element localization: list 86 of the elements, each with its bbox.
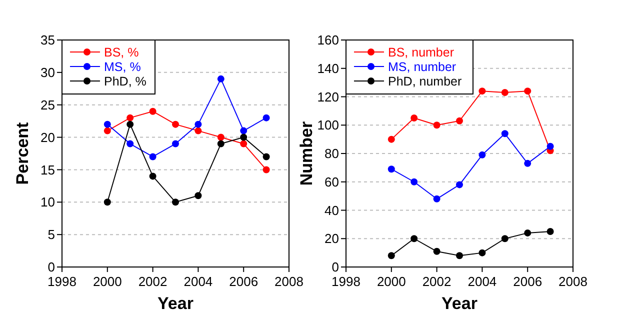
y-axis-title: Percent <box>13 122 32 185</box>
y-tick-label: 40 <box>324 202 339 218</box>
x-tick-label: 1998 <box>48 274 76 289</box>
point <box>172 120 179 128</box>
point <box>262 153 270 160</box>
legend-label: MS, number <box>388 60 456 74</box>
point <box>501 235 508 242</box>
point <box>262 114 270 122</box>
x-axis-title: Year <box>158 294 194 313</box>
y-tick-label: 140 <box>317 60 339 76</box>
x-tick-label: 2004 <box>468 274 497 289</box>
point <box>410 114 418 122</box>
point <box>194 127 202 134</box>
y-tick-label: 10 <box>40 194 55 210</box>
x-tick-label: 2000 <box>376 274 406 289</box>
point <box>478 88 486 95</box>
point <box>217 134 224 141</box>
x-axis-title: Year <box>442 294 478 313</box>
point <box>262 166 270 174</box>
point <box>217 75 224 82</box>
point <box>501 88 508 96</box>
point <box>478 151 486 158</box>
point <box>410 235 418 242</box>
point <box>478 249 486 256</box>
point <box>410 178 418 186</box>
y-tick-label: 20 <box>40 130 55 145</box>
y-tick-label: 80 <box>324 146 339 162</box>
y-tick-label: 15 <box>40 162 55 178</box>
point <box>388 252 395 260</box>
point <box>546 228 554 236</box>
x-tick-label: 2004 <box>184 274 213 289</box>
point <box>217 140 224 148</box>
point <box>172 198 179 206</box>
point <box>433 122 440 129</box>
legend-label: PhD, % <box>104 74 146 88</box>
point <box>172 140 179 148</box>
y-tick-label: 60 <box>324 174 339 190</box>
point <box>126 114 134 122</box>
point <box>104 127 111 134</box>
y-tick-label: 25 <box>40 97 55 112</box>
point <box>524 160 532 167</box>
point <box>149 108 156 115</box>
x-tick-label: 2008 <box>274 274 304 289</box>
point <box>104 198 111 206</box>
legend-label: BS, number <box>388 46 454 60</box>
point <box>240 134 248 141</box>
x-tick-label: 2008 <box>558 274 588 289</box>
point <box>524 229 532 236</box>
y-tick-label: 5 <box>48 227 55 242</box>
x-tick-label: 2006 <box>229 274 258 289</box>
y-tick-label: 120 <box>317 89 339 104</box>
point <box>149 153 156 160</box>
point <box>388 166 395 173</box>
point <box>456 252 463 260</box>
y-axis-title: Number <box>297 121 316 186</box>
x-tick-label: 2002 <box>138 274 168 289</box>
point <box>433 195 440 202</box>
x-tick-label: 2002 <box>422 274 452 289</box>
x-tick-label: 1998 <box>332 274 360 289</box>
x-tick-label: 2000 <box>92 274 122 289</box>
point <box>388 136 395 143</box>
y-tick-label: 160 <box>317 32 339 48</box>
point <box>456 181 463 188</box>
point <box>104 120 111 128</box>
point <box>433 248 440 255</box>
x-tick-label: 2006 <box>513 274 542 289</box>
point <box>501 130 508 138</box>
legend-label: PhD, number <box>388 74 462 88</box>
y-tick-label: 0 <box>48 260 55 275</box>
y-tick-label: 0 <box>332 260 339 275</box>
legend-label: BS, % <box>104 46 139 60</box>
legend-label: MS, % <box>104 60 141 74</box>
y-tick-label: 20 <box>324 231 339 246</box>
y-tick-label: 30 <box>40 64 55 80</box>
point <box>456 117 463 124</box>
point <box>149 172 156 180</box>
point <box>126 120 134 128</box>
point <box>240 140 248 148</box>
y-tick-label: 100 <box>317 118 339 133</box>
point <box>194 120 202 128</box>
point <box>194 192 202 200</box>
point <box>126 140 134 148</box>
point <box>240 127 248 134</box>
point <box>546 142 554 150</box>
point <box>524 88 532 95</box>
y-tick-label: 35 <box>40 32 55 48</box>
